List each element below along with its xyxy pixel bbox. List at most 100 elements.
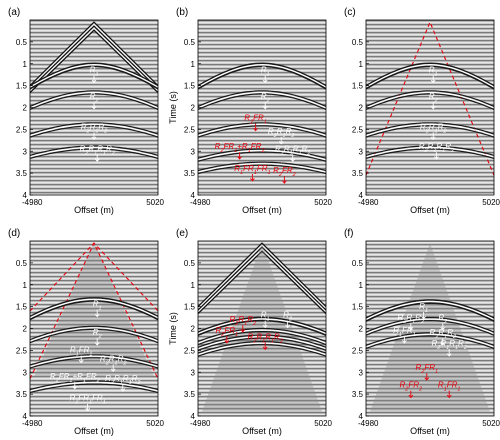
label-arrow (94, 154, 100, 162)
label-arrow (262, 320, 268, 329)
event-label: R2FR2 (400, 381, 423, 393)
y-tick-label: 4 (23, 412, 28, 421)
label-arrow (440, 322, 446, 331)
mute-boundary-line (366, 20, 494, 176)
y-tick-label: 1 (23, 281, 28, 290)
event-label: R2R1R2 (430, 328, 457, 340)
label-arrow (91, 101, 97, 110)
y-tick-label: 2.5 (184, 346, 196, 355)
y-tick-label: 3.5 (184, 169, 196, 178)
y-tick-label: 3.5 (184, 390, 196, 399)
reflection-event (30, 145, 158, 159)
event-label: R2R1R2 (398, 313, 425, 325)
direct-wave (198, 246, 326, 311)
event-label: R1FR1 (393, 326, 416, 338)
direct-wave (198, 248, 326, 313)
event-label: R1 (419, 302, 428, 314)
x-tick-label-max: 5020 (146, 419, 164, 428)
event-label: R1FR1 (70, 346, 93, 358)
x-axis-label: Offset (m) (74, 205, 114, 215)
label-arrow (72, 381, 78, 390)
reflection-event (198, 161, 326, 175)
reflection-event (366, 62, 494, 90)
label-arrow (110, 364, 116, 373)
y-tick-label: 3 (191, 368, 196, 377)
label-arrow (240, 324, 246, 333)
event-label: R2FR1+R1FR2 (215, 142, 265, 154)
reflection-event (198, 62, 326, 90)
x-tick-label-min: -4980 (358, 419, 379, 428)
event-label: R1FR1 (438, 381, 461, 393)
y-tick-label: 1.5 (352, 82, 364, 91)
event-label: R2R1R2 (100, 354, 127, 366)
reflection-event (366, 317, 494, 336)
y-tick-label: 2.5 (184, 125, 196, 134)
muted-cone (370, 243, 490, 412)
y-tick-label: 3.5 (352, 169, 364, 178)
x-tick-label-max: 5020 (146, 198, 164, 207)
label-arrow (278, 136, 284, 145)
seismic-background (366, 20, 494, 195)
event-label: R1FR1FR1 (69, 394, 105, 406)
x-tick-label-min: -4980 (22, 419, 43, 428)
direct-wave (30, 23, 158, 88)
event-label: R2FR1 (244, 114, 267, 126)
event-label: R2R1R2 (420, 122, 447, 134)
label-arrow (282, 176, 287, 184)
y-tick-label: 2 (359, 325, 364, 334)
x-axis-label: Offset (m) (74, 426, 114, 436)
panel-label: (e) (176, 228, 188, 239)
x-tick-label-min: -4980 (190, 198, 211, 207)
y-tick-label: 3 (359, 147, 364, 156)
panel-c: R1 R2 R2R1R2 R2R1R1R2 0.5 1 1.5 2 2.5 3 3.5 4-4980 5… (344, 7, 500, 215)
event-label: R1 (93, 300, 102, 312)
label-arrow (285, 320, 290, 329)
label-arrow (430, 75, 436, 84)
y-tick-label: 2 (23, 325, 28, 334)
y-tick-label: 1.5 (184, 82, 196, 91)
x-tick-label-max: 5020 (482, 419, 500, 428)
direct-wave (198, 242, 326, 308)
y-axis-label: Time (s) (168, 91, 178, 124)
label-arrow (262, 75, 268, 84)
event-label: R2R1R1R2 (248, 332, 283, 344)
event-label: R1 (90, 66, 99, 78)
panel-label: (c) (344, 7, 356, 18)
reflection-event (30, 325, 158, 344)
direct-wave (198, 250, 326, 315)
y-tick-label: 1 (23, 60, 28, 69)
y-axis-label: Time (s) (168, 312, 178, 345)
x-axis-label: Offset (m) (410, 205, 450, 215)
x-tick-label-max: 5020 (314, 198, 332, 207)
label-arrow (430, 132, 436, 141)
y-tick-label: 0.5 (184, 259, 196, 268)
y-tick-label: 0.5 (16, 259, 28, 268)
label-arrow (402, 335, 407, 344)
event-label: R2 (283, 311, 292, 323)
reflection-event (30, 380, 158, 394)
y-tick-label: 1 (359, 281, 364, 290)
direct-wave (30, 29, 158, 94)
label-arrow (446, 349, 452, 357)
x-tick-label-max: 5020 (482, 198, 500, 207)
x-tick-label-min: -4980 (22, 198, 43, 207)
event-label: R2R1R1R2 (419, 142, 454, 154)
reflection-event (30, 62, 158, 90)
reflection-event (30, 122, 158, 138)
x-tick-label-max: 5020 (314, 419, 332, 428)
label-arrow (224, 335, 230, 344)
y-tick-label: 1.5 (184, 303, 196, 312)
event-label: R1 (261, 66, 270, 78)
event-label: R2FR2 (273, 166, 296, 178)
panel-label: (d) (8, 228, 20, 239)
reflection-event (366, 90, 494, 111)
direct-wave (198, 244, 326, 309)
label-arrow (78, 355, 84, 364)
event-label: R1 (261, 311, 270, 323)
label-arrow (94, 309, 100, 318)
